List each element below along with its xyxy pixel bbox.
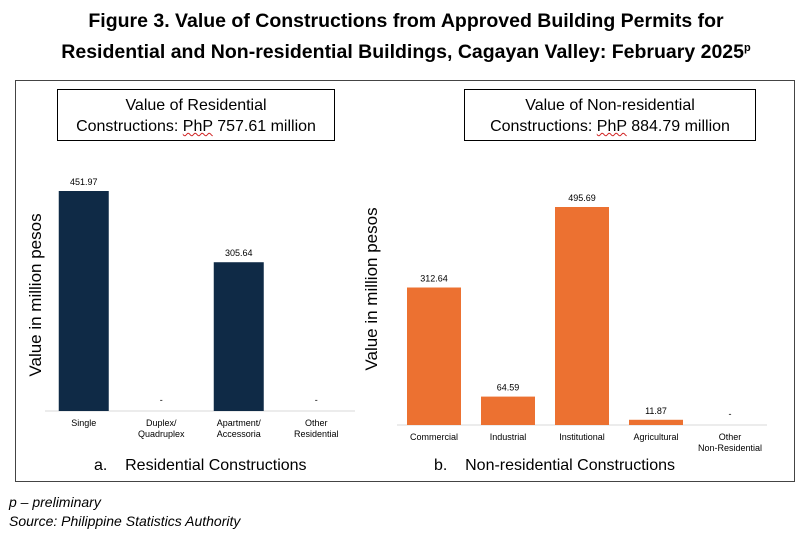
residential-bar-0 [58, 191, 109, 411]
residential-box-currency: PhP [182, 118, 213, 135]
nonresidential-bar-1 [481, 396, 535, 425]
nonresidential-box-line2: Constructions: PhP 884.79 million [465, 116, 755, 137]
nonresidential-bar-2 [555, 207, 609, 425]
residential-tick-label-1-1: Quadruplex [138, 429, 185, 439]
residential-box-line2: Constructions: PhP 757.61 million [58, 116, 334, 137]
residential-tick-label-3-0: Other [305, 418, 328, 428]
residential-box-prefix: Constructions: [76, 118, 183, 135]
residential-total-box: Value of Residential Constructions: PhP … [57, 89, 335, 141]
nonresidential-caption-text: Non-residential Constructions [465, 457, 675, 474]
nonresidential-tick-label-4-0: Other [719, 432, 742, 442]
nonresidential-tick-label-2-0: Institutional [559, 432, 605, 442]
nonresidential-data-label-0: 312.64 [420, 274, 448, 284]
residential-tick-label-2-0: Apartment/ [217, 418, 262, 428]
residential-data-label-3: - [315, 395, 318, 405]
residential-caption-letter: a. [94, 457, 108, 474]
nonresidential-box-line1: Value of Non-residential [525, 97, 695, 114]
source-note: Source: Philippine Statistics Authority [9, 513, 241, 529]
residential-data-label-0: 451.97 [70, 177, 98, 187]
residential-box-line1: Value of Residential [125, 97, 267, 114]
residential-caption: a. Residential Constructions [94, 457, 307, 475]
nonresidential-tick-label-0-0: Commercial [410, 432, 458, 442]
nonresidential-data-label-2: 495.69 [568, 193, 596, 203]
residential-caption-text: Residential Constructions [125, 457, 307, 474]
nonresidential-box-currency: PhP [596, 118, 627, 135]
figure-title: Figure 3. Value of Constructions from Ap… [0, 8, 812, 66]
nonresidential-data-label-1: 64.59 [497, 383, 520, 393]
residential-box-amount: 757.61 million [212, 118, 316, 135]
title-line-2: Residential and Non-residential Building… [0, 35, 812, 66]
nonresidential-data-label-3: 11.87 [645, 406, 667, 416]
residential-tick-label-0-0: Single [71, 418, 96, 428]
title-line-2-text: Residential and Non-residential Building… [61, 41, 744, 63]
nonresidential-tick-label-1-0: Industrial [490, 432, 527, 442]
residential-tick-label-2-1: Accessoria [217, 429, 261, 439]
residential-data-label-1: - [160, 395, 163, 405]
nonresidential-box-prefix: Constructions: [490, 118, 597, 135]
residential-tick-label-1-0: Duplex/ [146, 418, 177, 428]
title-superscript: p [743, 42, 751, 54]
title-line-1: Figure 3. Value of Constructions from Ap… [88, 10, 724, 32]
nonresidential-tick-label-3-0: Agricultural [633, 432, 678, 442]
residential-data-label-2: 305.64 [225, 248, 253, 258]
residential-tick-label-3-1: Residential [294, 429, 339, 439]
nonresidential-bar-0 [407, 287, 461, 425]
nonresidential-caption-letter: b. [434, 457, 448, 474]
nonresidential-box-amount: 884.79 million [626, 118, 730, 135]
preliminary-note: p – preliminary [9, 494, 101, 510]
nonresidential-data-label-4: - [729, 409, 732, 419]
nonresidential-caption: b. Non-residential Constructions [434, 457, 675, 475]
figure-frame [15, 80, 795, 482]
nonresidential-tick-label-4-1: Non-Residential [698, 443, 762, 453]
nonresidential-bar-3 [629, 419, 683, 425]
residential-bar-2 [213, 262, 264, 411]
nonresidential-total-box: Value of Non-residential Constructions: … [464, 89, 756, 141]
